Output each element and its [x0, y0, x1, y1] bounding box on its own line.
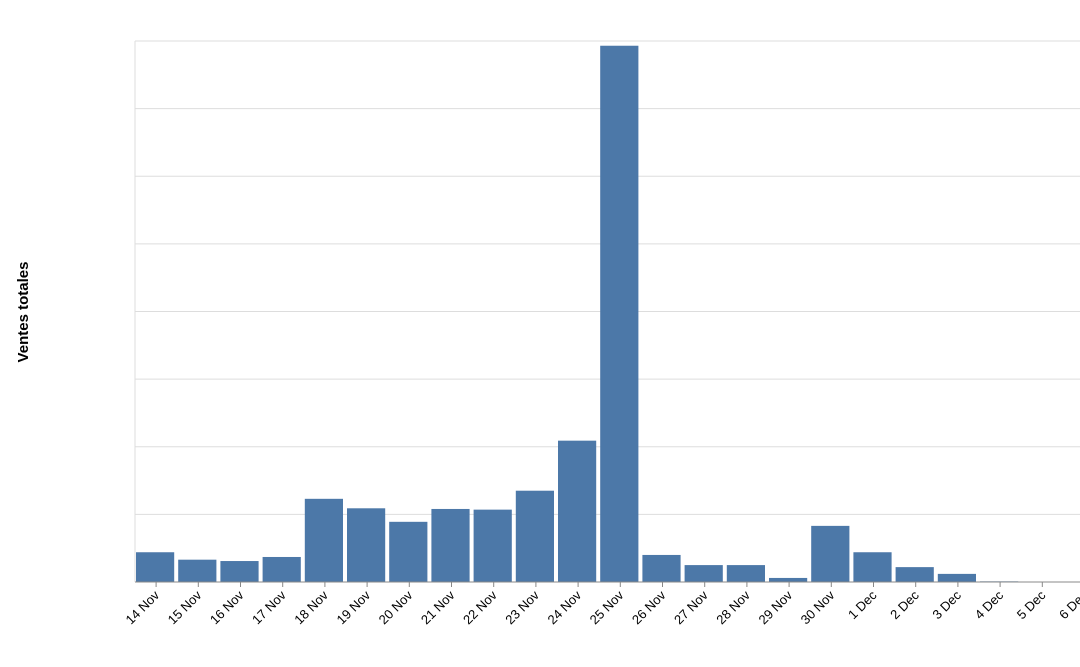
x-tick-label: 17 Nov: [249, 587, 289, 627]
bar: [304, 498, 343, 582]
bar: [178, 559, 217, 582]
bar: [937, 573, 976, 582]
bar: [769, 577, 808, 582]
bar: [684, 565, 723, 582]
bar: [642, 554, 681, 582]
bar: [389, 521, 428, 582]
x-tick-label: 14 Nov: [122, 587, 162, 627]
bar: [262, 556, 301, 582]
x-tick-label: 15 Nov: [165, 587, 205, 627]
x-tick-label: 5 Dec: [1014, 587, 1049, 622]
x-tick-label: 20 Nov: [376, 587, 416, 627]
bar: [811, 525, 850, 582]
x-tick-label: 29 Nov: [755, 587, 795, 627]
x-tick-label: 28 Nov: [713, 587, 753, 627]
x-tick-label: 26 Nov: [629, 587, 669, 627]
x-tick-label: 19 Nov: [333, 587, 373, 627]
x-tick-label: 21 Nov: [418, 587, 458, 627]
bar: [600, 45, 639, 582]
x-tick-label: 22 Nov: [460, 587, 500, 627]
x-tick-label: 3 Dec: [929, 587, 964, 622]
x-tick-label: 23 Nov: [502, 587, 542, 627]
bar: [431, 508, 470, 582]
bar: [726, 565, 765, 582]
x-tick-label: 25 Nov: [587, 587, 627, 627]
bar: [220, 561, 259, 582]
bar: [136, 552, 175, 582]
x-tick-label: 30 Nov: [798, 587, 838, 627]
x-tick-label: 1 Dec: [845, 587, 880, 622]
y-axis-title: Ventes totales: [15, 262, 32, 363]
bar: [347, 508, 386, 582]
x-tick-label: 24 Nov: [544, 587, 584, 627]
x-tick-label: 2 Dec: [887, 587, 922, 622]
x-tick-label: 6 Dec: [1056, 587, 1080, 622]
x-tick-label: 4 Dec: [972, 587, 1007, 622]
bar: [853, 552, 892, 582]
bar: [473, 509, 512, 582]
x-tick-label: 18 Nov: [291, 587, 331, 627]
x-tick-label: 16 Nov: [207, 587, 247, 627]
bar: [515, 490, 554, 582]
bar: [895, 567, 934, 582]
x-tick-label: 27 Nov: [671, 587, 711, 627]
bar: [558, 440, 597, 582]
